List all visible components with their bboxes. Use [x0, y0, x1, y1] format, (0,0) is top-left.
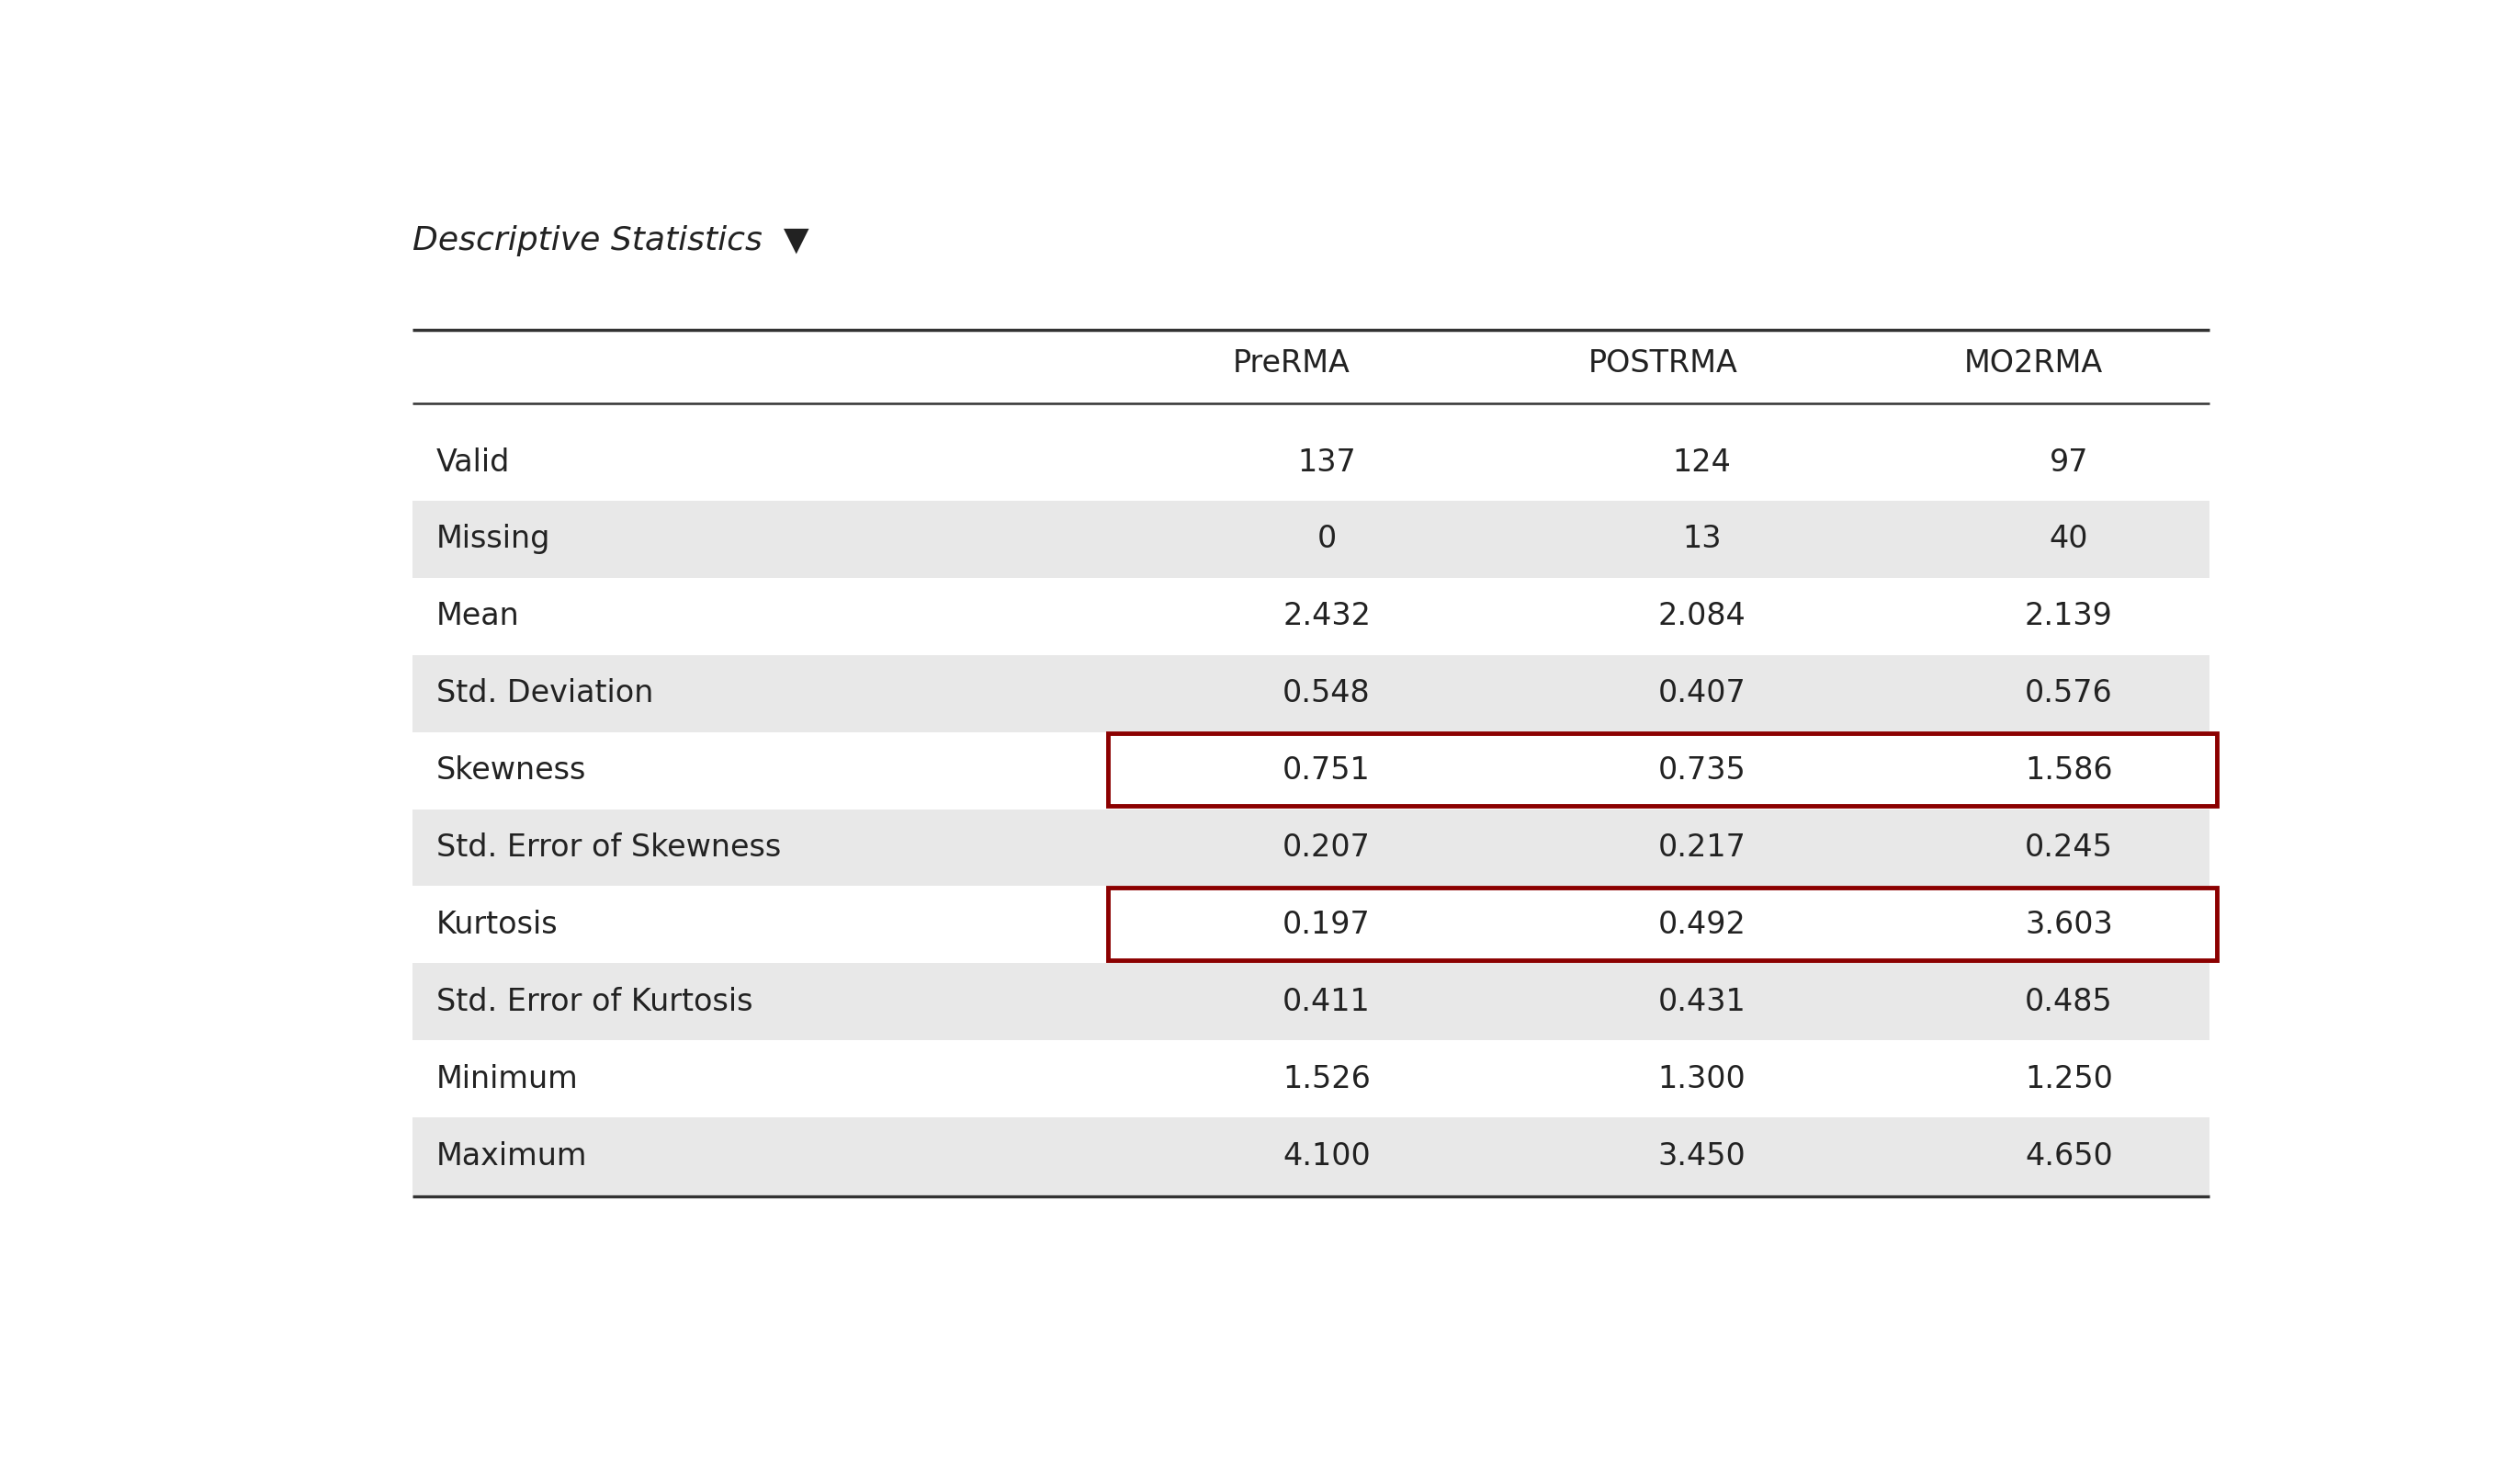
- Text: 0.245: 0.245: [2024, 833, 2112, 863]
- Text: Descriptive Statistics  ▼: Descriptive Statistics ▼: [413, 225, 809, 256]
- Text: POSTRMA: POSTRMA: [1588, 349, 1736, 378]
- Text: 3.450: 3.450: [1658, 1141, 1746, 1172]
- Text: 0.407: 0.407: [1658, 679, 1746, 708]
- Text: 1.300: 1.300: [1658, 1064, 1746, 1094]
- Text: 0.207: 0.207: [1283, 833, 1371, 863]
- Text: 0.735: 0.735: [1658, 755, 1746, 786]
- Text: Std. Deviation: Std. Deviation: [436, 679, 653, 708]
- Text: Std. Error of Kurtosis: Std. Error of Kurtosis: [436, 986, 753, 1017]
- Text: 1.526: 1.526: [1283, 1064, 1371, 1094]
- Text: 0.751: 0.751: [1283, 755, 1371, 786]
- Text: 0: 0: [1318, 524, 1336, 555]
- Text: 40: 40: [2049, 524, 2089, 555]
- Text: 2.084: 2.084: [1658, 601, 1746, 631]
- Text: 0.197: 0.197: [1283, 910, 1371, 939]
- Bar: [413, 810, 2210, 886]
- Text: Missing: Missing: [436, 524, 549, 555]
- Text: PreRMA: PreRMA: [1232, 349, 1351, 378]
- Text: 0.492: 0.492: [1658, 910, 1746, 939]
- Text: 0.576: 0.576: [2024, 679, 2112, 708]
- Text: Kurtosis: Kurtosis: [436, 910, 557, 939]
- Text: Mean: Mean: [436, 601, 519, 631]
- Text: 97: 97: [2049, 447, 2089, 477]
- Text: 0.217: 0.217: [1658, 833, 1746, 863]
- Text: 124: 124: [1673, 447, 1731, 477]
- Bar: [1109, 733, 2218, 805]
- Bar: [413, 655, 2210, 732]
- Text: 13: 13: [1683, 524, 1721, 555]
- Text: Minimum: Minimum: [436, 1064, 577, 1094]
- Text: Skewness: Skewness: [436, 755, 587, 786]
- Text: Valid: Valid: [436, 447, 509, 477]
- Text: Maximum: Maximum: [436, 1141, 587, 1172]
- Bar: [413, 500, 2210, 578]
- Text: 1.586: 1.586: [2026, 755, 2112, 786]
- Text: MO2RMA: MO2RMA: [1963, 349, 2104, 378]
- Bar: [413, 963, 2210, 1041]
- Bar: [413, 1117, 2210, 1194]
- Text: 0.431: 0.431: [1658, 986, 1746, 1017]
- Bar: [1109, 888, 2218, 960]
- Text: 0.411: 0.411: [1283, 986, 1371, 1017]
- Text: 137: 137: [1298, 447, 1356, 477]
- Text: 1.250: 1.250: [2024, 1064, 2112, 1094]
- Text: 4.650: 4.650: [2024, 1141, 2112, 1172]
- Text: 0.548: 0.548: [1283, 679, 1371, 708]
- Text: 4.100: 4.100: [1283, 1141, 1371, 1172]
- Text: 3.603: 3.603: [2024, 910, 2112, 939]
- Text: 0.485: 0.485: [2026, 986, 2112, 1017]
- Text: 2.432: 2.432: [1283, 601, 1371, 631]
- Text: 2.139: 2.139: [2024, 601, 2112, 631]
- Text: Std. Error of Skewness: Std. Error of Skewness: [436, 833, 781, 863]
